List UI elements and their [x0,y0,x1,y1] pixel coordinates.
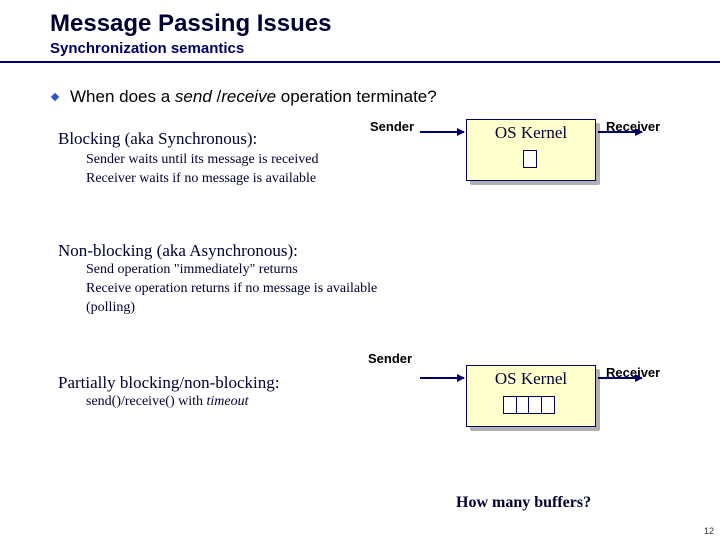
kernel-box-1: OS Kernel [466,119,596,181]
q-mid: / [212,87,221,106]
nonblocking-heading: Non-blocking (aka Asynchronous): [58,241,700,261]
q-em2: receive [221,87,276,106]
sender-label-1: Sender [370,119,414,134]
blocking-body: Sender waits until its message is receiv… [86,151,426,189]
partial-line1b: timeout [207,394,249,409]
buffer-row-2 [503,396,555,414]
buffer-slot [523,150,537,168]
sender-label-2: Sender [368,351,412,366]
slide-subtitle: Synchronization semantics [50,40,720,57]
buffer-row-1 [523,150,537,168]
partial-body: send()/receive() with timeout [86,393,426,412]
blocking-line1: Sender waits until its message is receiv… [86,151,426,170]
question-text: When does a send /receive operation term… [70,87,437,107]
kernel-label-1: OS Kernel [495,123,567,142]
q-pre: When does a [70,87,175,106]
footer-question: How many buffers? [456,494,591,512]
kernel-box-2: OS Kernel [466,365,596,427]
buffer-slot [541,396,555,414]
slide-content: When does a send /receive operation term… [0,63,720,412]
diagram-nonblocking: Receiver OS Kernel [416,365,706,455]
main-question: When does a send /receive operation term… [50,87,700,107]
diagram-blocking: Sender Receiver OS Kernel [416,119,706,209]
slide-header: Message Passing Issues Synchronization s… [0,0,720,63]
nonblocking-line2: Receive operation returns if no message … [86,280,426,318]
partial-line1a: send()/receive() with [86,394,207,409]
q-post: operation terminate? [276,87,437,106]
diamond-bullet-icon [50,92,60,102]
page-number: 12 [704,526,714,536]
slide-title: Message Passing Issues [50,10,720,38]
kernel-label-2: OS Kernel [495,369,567,388]
arrow-sender-1 [420,131,464,133]
q-em1: send [175,87,212,106]
arrow-sender-2 [420,377,464,379]
nonblocking-body: Send operation "immediately" returns Rec… [86,261,426,318]
blocking-line2: Receiver waits if no message is availabl… [86,170,426,189]
arrow-receiver-2 [598,377,642,379]
arrow-receiver-1 [598,131,642,133]
nonblocking-line1: Send operation "immediately" returns [86,261,426,280]
